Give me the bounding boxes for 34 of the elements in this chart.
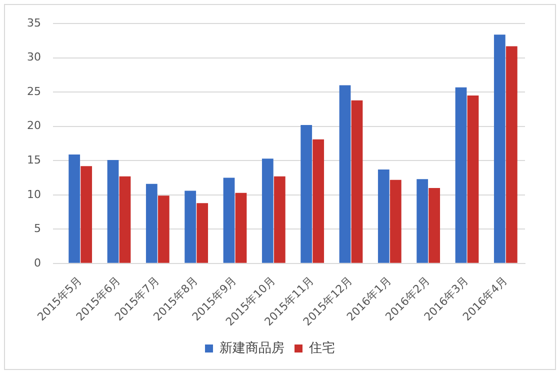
y-tick-label: 10 [26, 188, 41, 201]
bar [158, 196, 170, 263]
bar [378, 170, 390, 263]
y-tick-label: 15 [26, 154, 41, 166]
legend-label: 住宅 [308, 340, 335, 356]
y-tick-label: 20 [26, 119, 41, 132]
bar [68, 154, 80, 263]
bar [351, 100, 363, 263]
bar [119, 176, 131, 263]
y-tick-label: 35 [26, 16, 41, 30]
bar [339, 85, 351, 263]
bar [107, 160, 119, 263]
bar [80, 166, 92, 263]
bar [235, 192, 247, 263]
bar [223, 178, 235, 263]
bar [390, 180, 402, 263]
bar [274, 176, 286, 263]
bar [300, 125, 312, 263]
bar [416, 179, 428, 263]
y-tick-label: 25 [26, 84, 41, 98]
y-tick-label: 30 [26, 50, 41, 64]
bar [467, 96, 479, 263]
legend-label: 新建商品房 [220, 340, 284, 356]
bar [506, 46, 518, 263]
bar [196, 203, 208, 263]
bar [184, 190, 196, 263]
bar [146, 184, 158, 263]
bar [455, 87, 467, 263]
y-tick-label: 0 [34, 256, 41, 270]
bar [262, 158, 274, 263]
bar [494, 34, 506, 263]
bar [312, 139, 324, 263]
y-tick-label: 5 [34, 222, 41, 236]
bar [428, 188, 440, 263]
